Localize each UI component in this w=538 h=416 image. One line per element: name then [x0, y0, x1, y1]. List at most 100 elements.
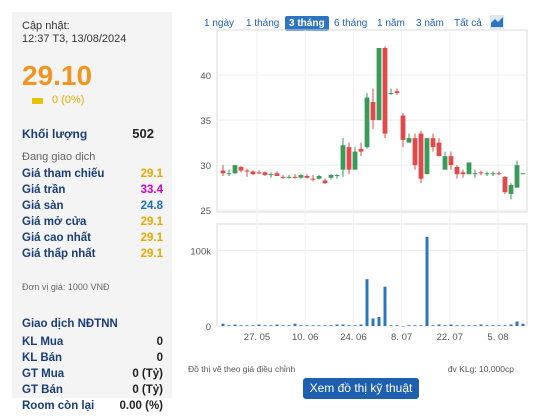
volume-bar — [269, 325, 273, 326]
candle-body — [406, 138, 412, 143]
price-change: 0 (0%) — [52, 94, 85, 106]
volume-unit-note: đv KLg: 10,000cp — [447, 364, 514, 374]
unchanged-icon — [32, 98, 43, 104]
candle-body — [274, 173, 280, 176]
volume-bar — [299, 325, 303, 326]
date-tick-label: 24. 06 — [340, 332, 366, 343]
volume-bar — [413, 325, 417, 326]
price-tick-label: 40 — [200, 71, 211, 82]
volume-bar — [455, 325, 459, 326]
volume-bar — [473, 325, 477, 326]
volume-bar — [335, 324, 339, 326]
volume-bar — [251, 325, 255, 326]
volume-bar — [467, 325, 471, 326]
tab-3-years[interactable]: 3 năm — [416, 18, 444, 29]
price-tick-label: 30 — [200, 161, 211, 172]
price-volume-chart: 40 35 30 25 100k 0 27. 05 10. 06 24. 06 8. 07 22. … — [190, 29, 528, 343]
volume-bar — [401, 326, 405, 327]
candle-body — [412, 138, 418, 166]
volume-bar — [419, 325, 423, 326]
tab-1-day[interactable]: 1 ngày — [204, 18, 235, 29]
candle-body — [496, 173, 502, 175]
trading-status: Đang giao dịch — [22, 151, 96, 163]
price-value: 24.8 — [140, 200, 163, 212]
volume-bar — [341, 324, 345, 326]
candle-body — [424, 138, 430, 175]
price-value: 33.4 — [140, 184, 163, 196]
tab-1-year[interactable]: 1 năm — [377, 18, 405, 29]
volume-bar — [233, 324, 237, 326]
candle-body — [238, 166, 244, 171]
updated-label: Cập nhật: — [22, 20, 70, 32]
volume-bar — [449, 324, 453, 326]
candle-body — [304, 175, 310, 178]
foreign-label: GT Bán — [22, 384, 63, 396]
date-tick-label: 8. 07 — [391, 332, 412, 343]
candle-body — [370, 102, 376, 121]
volume-bar — [293, 323, 297, 326]
foreign-title: Giao dịch NĐTNN — [22, 318, 118, 330]
price-row-high: Giá cao nhất 29.1 — [22, 232, 163, 248]
candle-body — [364, 97, 370, 148]
price-label: Giá mở cửa — [22, 216, 87, 228]
volume-bar — [257, 324, 261, 326]
foreign-row: GT Bán 0 (Tỷ) — [22, 384, 163, 400]
volume-bar — [221, 323, 225, 326]
volume-bar — [287, 325, 291, 326]
area-chart-icon[interactable] — [490, 15, 504, 29]
price-panel-frame — [216, 29, 528, 213]
volume-bar — [239, 325, 243, 326]
volume-panel-frame — [216, 223, 528, 327]
candle-body — [478, 172, 484, 174]
candle-body — [472, 173, 478, 175]
candle-body — [442, 156, 448, 170]
candle-body — [490, 173, 496, 175]
candle-body — [226, 173, 232, 175]
volume-bar — [311, 325, 315, 326]
price-label: Giá thấp nhất — [22, 248, 96, 260]
volume-bar — [503, 325, 507, 326]
volume-bar — [521, 323, 525, 326]
candle-body — [298, 175, 304, 178]
foreign-row: GT Mua 0 (Tỷ) — [22, 368, 163, 384]
volume-bar — [353, 325, 357, 326]
tab-1-month[interactable]: 1 tháng — [246, 18, 280, 29]
tab-6-months[interactable]: 6 tháng — [334, 18, 368, 29]
candle-body — [334, 175, 340, 177]
price-row-open: Giá mở cửa 29.1 — [22, 216, 163, 232]
foreign-label: GT Mua — [22, 368, 65, 380]
candle-body — [484, 173, 490, 175]
volume-bar — [515, 321, 519, 326]
candle-body — [382, 48, 388, 134]
volume-bar — [491, 325, 495, 326]
price-value: 29.1 — [140, 168, 163, 180]
candle-body — [520, 173, 526, 175]
candle-body — [466, 162, 472, 175]
candle-body — [502, 176, 508, 193]
volume-bar — [281, 325, 285, 326]
current-price: 29.10 — [22, 60, 93, 91]
candle-body — [232, 165, 238, 174]
unit-note: Đơn vị giá: 1000 VNĐ — [22, 282, 110, 292]
tab-3-months[interactable]: 3 tháng — [285, 16, 329, 31]
volume-value: 502 — [132, 126, 154, 141]
volume-bar — [431, 325, 435, 326]
volume-bar — [227, 325, 231, 326]
price-label: Giá cao nhất — [22, 232, 92, 244]
volume-bar — [365, 279, 369, 326]
volume-bar — [485, 325, 489, 326]
tab-all[interactable]: Tất cả — [454, 18, 482, 29]
volume-bar — [509, 324, 513, 326]
candle-body — [328, 175, 334, 178]
candle-body — [250, 171, 256, 175]
foreign-value: 0 — [156, 352, 163, 364]
candle-body — [310, 178, 316, 180]
candle-body — [388, 93, 394, 95]
volume-bar — [263, 325, 267, 326]
volume-bar — [305, 325, 309, 326]
volume-bar — [443, 325, 447, 326]
foreign-label: KL Mua — [22, 336, 64, 348]
volume-label: Khối lượng — [22, 127, 88, 141]
technical-chart-button[interactable]: Xem đồ thị kỹ thuật — [303, 378, 419, 399]
volume-bar — [371, 318, 375, 326]
